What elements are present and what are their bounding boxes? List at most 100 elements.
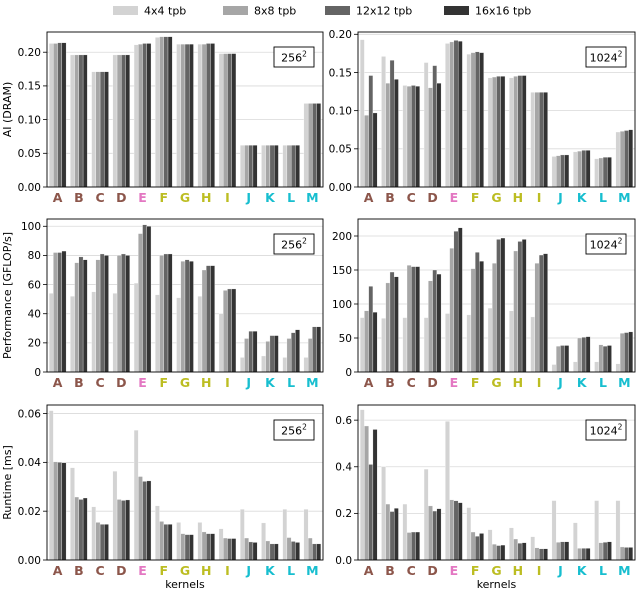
axes-frame — [46, 218, 324, 373]
x-tick-label-L: L — [287, 375, 295, 390]
bar-J-2: 8x8 tpb J: 0.041 — [556, 155, 561, 188]
bar-E-1: 4x4 tpb E: 0.211 — [133, 44, 139, 188]
chart-panel-1: 0.000.050.100.150.204x4 tpb A: 0.2138x8 … — [1, 31, 324, 205]
x-tick-label-C: C — [407, 563, 416, 578]
y-tick-label: 0.02 — [18, 506, 41, 518]
y-axis-label: Runtime [ms] — [1, 445, 14, 519]
bar-M-3: 12x12 tpb M: 0.124 — [312, 103, 317, 188]
y-tick-label: 0.04 — [18, 457, 42, 469]
size-annotation: 10242 — [590, 237, 623, 252]
bar-H-3: 12x12 tpb H: 73 — [206, 265, 211, 373]
bar-J-1: 4x4 tpb J: 10 — [240, 357, 245, 373]
x-tick-label-D: D — [116, 190, 126, 205]
bar-B-2: 8x8 tpb B: 75 — [74, 262, 79, 373]
bar-M-3: 12x12 tpb M: 0.054 — [624, 547, 629, 561]
x-tick-label-C: C — [95, 563, 104, 578]
bar-G-3: 12x12 tpb G: 77 — [184, 259, 190, 373]
bar-D-4: 16x16 tpb D: 0.0246 — [125, 499, 130, 561]
x-tick-label-B: B — [74, 375, 84, 390]
x-tick-label-F: F — [159, 375, 168, 390]
bar-I-1: 4x4 tpb I: 0.0128 — [218, 528, 224, 561]
bar-K-4: 16x16 tpb K: 52 — [585, 336, 591, 373]
x-tick-label-A: A — [53, 563, 63, 578]
bar-C-2: 8x8 tpb C: 0.132 — [406, 86, 412, 188]
bar-D-4: 16x16 tpb D: 0.196 — [125, 54, 130, 188]
bar-C-3: 12x12 tpb C: 155 — [411, 266, 416, 373]
bar-G-2: 8x8 tpb G: 160 — [492, 263, 497, 373]
bar-E-4: 16x16 tpb E: 212 — [457, 227, 463, 373]
bar-G-1: 4x4 tpb G: 51 — [176, 297, 181, 373]
bar-M-2: 8x8 tpb M: 0.056 — [619, 546, 625, 561]
size-annotation: 10242 — [590, 423, 623, 438]
bar-M-3: 12x12 tpb M: 0.0066 — [312, 543, 317, 561]
x-axis-label: kernels — [477, 578, 517, 591]
bar-C-3: 12x12 tpb C: 0.12 — [411, 531, 416, 561]
bar-L-1: 4x4 tpb L: 0.255 — [594, 500, 599, 561]
y-axis-label: Performance [GFLOP/s] — [1, 232, 14, 359]
bar-I-3: 12x12 tpb I: 0.048 — [538, 548, 544, 561]
x-tick-label-K: K — [265, 563, 276, 578]
bar-E-4: 16x16 tpb E: 0.213 — [146, 43, 152, 188]
bar-B-2: 8x8 tpb B: 131 — [385, 282, 391, 373]
bar-F-4: 16x16 tpb F: 0.0146 — [167, 524, 173, 561]
bar-J-3: 12x12 tpb J: 0.042 — [560, 154, 565, 188]
bar-A-1: 4x4 tpb A: 0.0612 — [48, 410, 54, 561]
y-tick-label: 0.05 — [329, 144, 352, 156]
x-tick-label-J: J — [245, 563, 251, 578]
y-tick-label: 0.00 — [18, 182, 41, 194]
bar-I-4: 16x16 tpb I: 0.198 — [231, 53, 237, 188]
bar-M-1: 4x4 tpb M: 0.255 — [615, 500, 621, 561]
legend-swatch-4 — [444, 6, 469, 15]
bar-J-2: 8x8 tpb J: 38 — [556, 346, 561, 373]
bar-C-1: 4x4 tpb C: 55 — [91, 291, 96, 373]
x-tick-label-I: I — [225, 375, 230, 390]
x-tick-label-B: B — [385, 375, 395, 390]
bar-D-3: 12x12 tpb D: 0.0244 — [121, 500, 126, 561]
bar-K-1: 4x4 tpb K: 0.062 — [261, 145, 266, 188]
bar-B-3: 12x12 tpb B: 147 — [389, 271, 395, 373]
bar-H-3: 12x12 tpb H: 0.213 — [206, 43, 211, 188]
bar-B-2: 8x8 tpb B: 0.196 — [74, 54, 79, 188]
x-tick-label-E: E — [138, 190, 147, 205]
bar-B-3: 12x12 tpb B: 0.208 — [389, 511, 395, 561]
x-tick-label-D: D — [427, 375, 437, 390]
x-tick-label-H: H — [513, 563, 523, 578]
bar-M-1: 4x4 tpb M: 0.124 — [303, 103, 309, 188]
bar-F-4: 16x16 tpb F: 163 — [479, 261, 484, 373]
bar-E-3: 12x12 tpb E: 0.192 — [453, 40, 459, 188]
bar-G-2: 8x8 tpb G: 76 — [180, 261, 186, 373]
bar-D-1: 4x4 tpb D: 54 — [112, 293, 118, 373]
x-tick-label-G: G — [180, 190, 190, 205]
size-annotation-box — [585, 419, 627, 441]
x-tick-label-E: E — [450, 190, 459, 205]
bar-K-2: 8x8 tpb K: 0.05 — [577, 548, 582, 561]
bar-L-3: 12x12 tpb L: 27 — [290, 332, 296, 373]
x-tick-label-J: J — [245, 375, 251, 390]
bar-I-2: 8x8 tpb I: 0.198 — [223, 53, 228, 188]
y-tick-label: 0 — [345, 367, 352, 379]
x-tick-label-J: J — [557, 563, 563, 578]
bar-M-4: 16x16 tpb M: 31 — [316, 326, 322, 373]
bar-H-4: 16x16 tpb H: 0.146 — [521, 75, 527, 188]
bar-A-1: 4x4 tpb A: 80 — [359, 317, 365, 373]
bar-G-4: 16x16 tpb G: 197 — [500, 237, 506, 373]
axes-frame — [357, 404, 636, 561]
bar-C-2: 8x8 tpb C: 0.171 — [95, 71, 101, 188]
bar-B-2: 8x8 tpb B: 0.0258 — [74, 496, 79, 561]
bar-M-2: 8x8 tpb M: 0.009 — [307, 537, 313, 561]
bar-E-2: 8x8 tpb E: 0.212 — [138, 43, 143, 188]
bar-H-3: 12x12 tpb H: 0.0108 — [206, 533, 211, 561]
bar-F-1: 4x4 tpb F: 0.174 — [466, 53, 472, 188]
bar-I-3: 12x12 tpb I: 0.198 — [227, 53, 232, 188]
bar-I-3: 12x12 tpb I: 172 — [538, 254, 544, 373]
bar-L-4: 16x16 tpb L: 0.078 — [607, 541, 612, 561]
bar-D-2: 8x8 tpb D: 80 — [116, 255, 122, 373]
x-tick-label-I: I — [537, 190, 542, 205]
x-tick-label-D: D — [116, 375, 126, 390]
legend-label-4: 16x16 tpb — [475, 5, 531, 18]
bar-L-4: 16x16 tpb L: 0.062 — [295, 145, 300, 188]
bar-F-3: 12x12 tpb F: 0.0146 — [163, 524, 169, 561]
x-tick-label-M: M — [618, 563, 630, 578]
x-tick-label-K: K — [265, 190, 276, 205]
bar-H-1: 4x4 tpb H: 0.138 — [509, 527, 514, 561]
